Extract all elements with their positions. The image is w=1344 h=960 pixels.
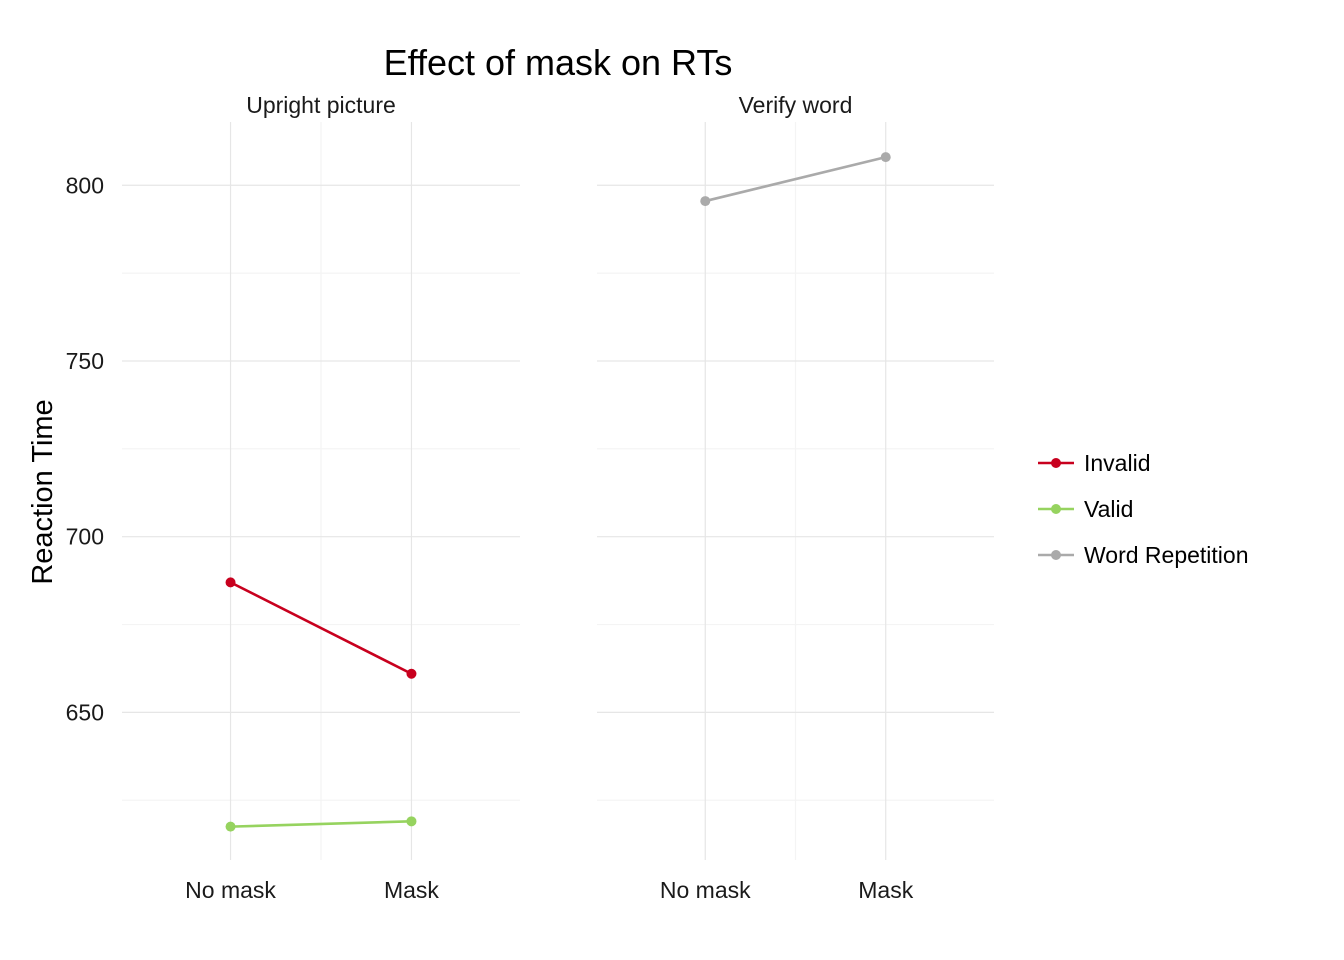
series-word-repetition xyxy=(700,152,891,207)
x-tick-label: Mask xyxy=(858,877,913,903)
x-tick-label: Mask xyxy=(384,877,439,903)
legend-item: Valid xyxy=(1038,496,1133,522)
y-tick-label: 750 xyxy=(66,348,104,374)
legend-item: Invalid xyxy=(1038,450,1150,476)
data-point xyxy=(880,152,891,163)
data-point xyxy=(406,668,417,679)
y-axis-label: Reaction Time xyxy=(27,399,59,584)
y-tick-label: 800 xyxy=(66,172,104,198)
panel-2: Verify word No mask Mask xyxy=(597,92,994,903)
series-line xyxy=(230,820,412,828)
y-tick-label: 650 xyxy=(66,699,104,725)
chart-title: Effect of mask on RTs xyxy=(384,42,733,83)
panels: Upright picture No mask Mask Verify word No … xyxy=(122,92,994,903)
series-invalid xyxy=(225,577,417,679)
y-tick-label: 700 xyxy=(66,524,104,550)
data-point xyxy=(225,821,236,832)
x-tick-label: No mask xyxy=(185,877,276,903)
panel-title: Upright picture xyxy=(246,92,396,118)
y-axis-ticks: 650 700 750 800 xyxy=(66,172,104,725)
legend-label: Invalid xyxy=(1084,450,1150,476)
legend: Invalid Valid Word Repetition xyxy=(1038,450,1249,568)
series-line xyxy=(704,155,887,203)
legend-label: Word Repetition xyxy=(1084,542,1249,568)
legend-key-point xyxy=(1051,550,1061,560)
panel-title: Verify word xyxy=(739,92,853,118)
data-point xyxy=(700,196,711,207)
panel-1: Upright picture No mask Mask xyxy=(122,92,520,903)
data-point xyxy=(225,577,236,588)
legend-key-point xyxy=(1051,504,1061,514)
legend-key-point xyxy=(1051,458,1061,468)
x-tick-label: No mask xyxy=(660,877,751,903)
series-valid xyxy=(225,816,417,832)
data-point xyxy=(406,816,417,827)
series-line xyxy=(229,581,413,675)
legend-item: Word Repetition xyxy=(1038,542,1249,568)
legend-label: Valid xyxy=(1084,496,1133,522)
